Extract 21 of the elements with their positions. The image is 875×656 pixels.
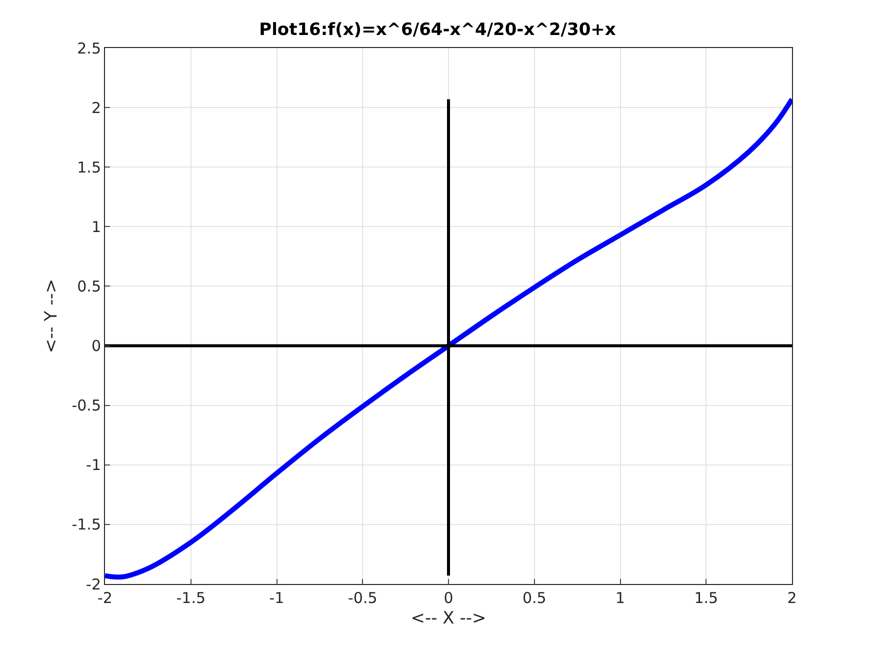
- x-tick-label: 0: [444, 589, 454, 607]
- x-axis-title: <-- X -->: [410, 608, 486, 628]
- y-tick-label: 0: [91, 337, 101, 356]
- y-tick-label: -1.5: [72, 516, 101, 534]
- y-tick-label: 2.5: [77, 39, 101, 58]
- y-tick-label: 2: [91, 98, 101, 117]
- y-tick-label: -0.5: [72, 396, 101, 415]
- x-tick-label: -0.5: [348, 589, 378, 607]
- x-tick-label: 1.5: [694, 589, 718, 607]
- y-tick-label: 1.5: [77, 158, 101, 176]
- x-tick-label: 1: [615, 589, 626, 607]
- y-tick-label: -2: [86, 575, 101, 594]
- x-tick-label: 2: [787, 589, 797, 607]
- y-tick-label: 1: [91, 218, 101, 236]
- y-axis-title: <-- Y -->: [41, 278, 62, 354]
- x-tick-label: -1: [269, 589, 284, 607]
- x-tick-label: -1.5: [176, 589, 206, 607]
- y-tick-label: -1: [86, 456, 101, 474]
- x-tick-label: 0.5: [522, 589, 546, 607]
- chart-title: Plot16:f(x)=x^6/64-x^4/20-x^2/30+x: [259, 20, 616, 40]
- y-tick-label: 0.5: [77, 277, 101, 296]
